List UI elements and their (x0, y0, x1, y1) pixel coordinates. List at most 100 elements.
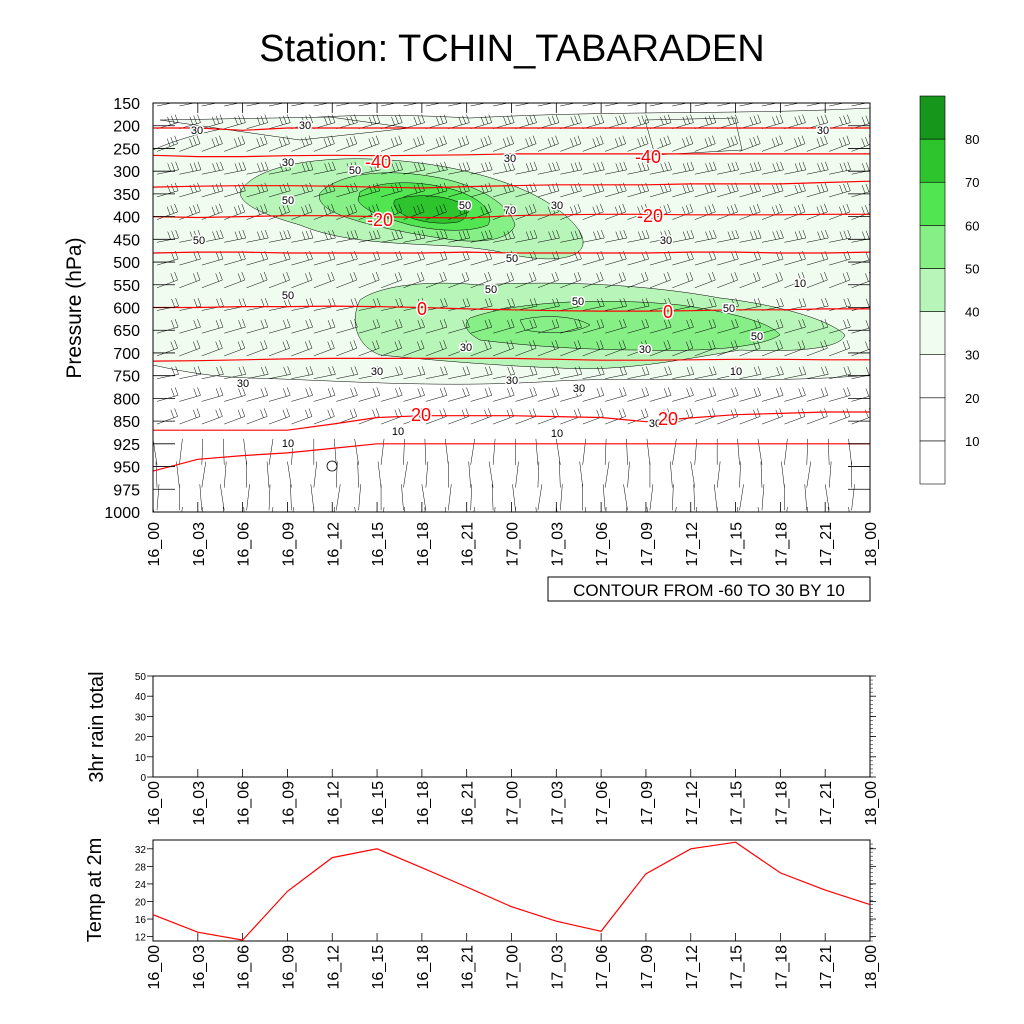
wind-barb (627, 340, 649, 357)
wind-barb (690, 461, 695, 488)
temperature-contour-label: -20 (367, 210, 393, 230)
y-tick-label: 20 (135, 897, 147, 908)
wind-barb (717, 387, 739, 402)
wind-barb (358, 387, 381, 402)
wind-barb (694, 366, 717, 379)
wind-barb (739, 484, 744, 511)
wind-barb (358, 366, 381, 379)
y-tick-label: 24 (135, 880, 147, 891)
wind-barb (493, 135, 514, 152)
wind-barb (694, 161, 717, 175)
wind-barb (694, 114, 717, 129)
wind-barb (473, 506, 475, 512)
wind-barb (605, 319, 627, 334)
wind-barb (737, 438, 740, 465)
wind-barb (827, 506, 829, 512)
x-tick-label: 16_09 (280, 781, 297, 826)
wind-barb (537, 182, 560, 198)
wind-barb (807, 506, 809, 512)
wind-barb (179, 408, 201, 425)
wind-barb (851, 135, 870, 152)
wind-barb (672, 319, 694, 334)
wind-barb (201, 271, 223, 289)
wind-barb (156, 366, 179, 379)
wind-barb (649, 203, 671, 220)
wind-barb (515, 319, 537, 334)
wind-barb (806, 340, 828, 357)
wind-barb (515, 340, 537, 357)
wind-barb (874, 94, 896, 106)
wind-barb (761, 340, 783, 357)
wind-barb (470, 298, 493, 311)
wind-barb (874, 298, 896, 310)
wind-barb (425, 114, 448, 129)
wind-barb (470, 114, 493, 129)
humidity-contour-labels: 30 30 30 50 50 50 70 50 30 30 50 50 50 50 50 50 30 30 30 30… (189, 119, 830, 452)
wind-barb (246, 366, 269, 379)
wind-barb (626, 506, 627, 512)
wind-barb (268, 271, 290, 289)
wind-barb (515, 135, 537, 152)
wind-barb (717, 340, 738, 357)
time-tick-label: 17_18 (773, 522, 790, 567)
wind-barb (425, 271, 447, 289)
colorbar-label: 50 (965, 261, 979, 276)
wind-barb (201, 114, 224, 129)
wind-barb (425, 408, 447, 425)
wind-barb (874, 439, 878, 465)
wind-barb (493, 114, 515, 129)
wind-barb (761, 161, 784, 175)
wind-barb (403, 298, 426, 311)
wind-barb (649, 340, 671, 357)
wind-barb (623, 484, 628, 511)
wind-barb (627, 271, 649, 289)
wind-barb (560, 203, 582, 220)
wind-barb (156, 484, 160, 511)
wind-barb (694, 229, 717, 243)
wind-barb (537, 103, 554, 107)
pressure-tick-label: 200 (113, 119, 140, 136)
colorbar-box (919, 95, 946, 140)
humidity-contour-label: 30 (551, 200, 563, 212)
wind-barb (201, 340, 223, 357)
wind-barb (649, 229, 672, 243)
pressure-tick-label: 350 (113, 187, 140, 204)
wind-barb (246, 182, 269, 198)
wind-barb (201, 319, 224, 334)
wind-barb (515, 271, 537, 289)
wind-barb (559, 461, 561, 488)
wind-barb (717, 135, 738, 152)
wind-barb (156, 103, 173, 107)
wind-barb (336, 340, 358, 357)
time-tick-label: 17_21 (818, 522, 835, 567)
wind-barb (425, 161, 448, 175)
wind-barb (829, 271, 851, 289)
time-tick-label: 16_15 (370, 522, 387, 567)
wind-barb (848, 438, 852, 465)
wind-barb (605, 161, 627, 175)
wind-barb (605, 103, 622, 107)
wind-barb (649, 484, 654, 511)
wind-barb (470, 161, 493, 175)
wind-barb (448, 103, 465, 107)
pressure-tick-label: 650 (113, 323, 140, 340)
wind-barb (694, 340, 716, 357)
time-tick-label: 17_09 (639, 522, 656, 567)
wind-barb (445, 438, 449, 465)
wind-barb (488, 461, 494, 488)
colorbar-box (919, 138, 946, 183)
wind-barb (694, 298, 717, 311)
wind-barb (313, 461, 318, 488)
wind-barb (381, 135, 402, 152)
colorbar-box (919, 440, 946, 485)
wind-barb (404, 506, 405, 512)
x-tick-label: 16_21 (460, 945, 477, 990)
wind-barb (336, 366, 359, 379)
wind-barb (535, 506, 537, 512)
rain-axis-label: 3hr rain total (86, 671, 108, 782)
wind-barb (582, 135, 604, 152)
wind-barb (403, 340, 425, 357)
rain-frame (152, 675, 871, 778)
wind-barb (694, 319, 717, 334)
